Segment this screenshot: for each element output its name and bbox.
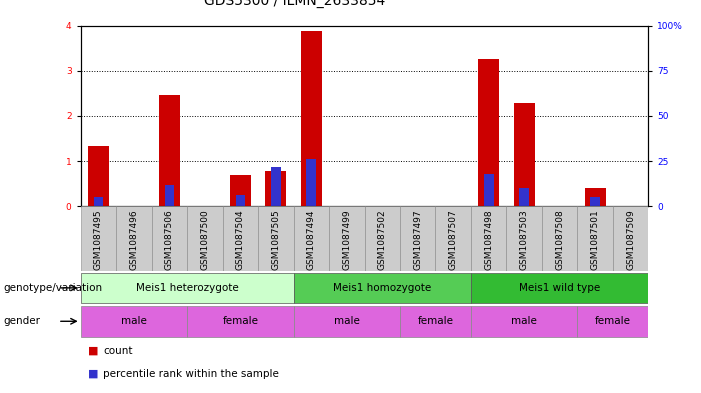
Text: GSM1087501: GSM1087501: [591, 209, 599, 270]
Text: percentile rank within the sample: percentile rank within the sample: [103, 369, 279, 379]
Text: GSM1087508: GSM1087508: [555, 209, 564, 270]
Text: GSM1087496: GSM1087496: [130, 209, 138, 270]
Text: male: male: [511, 316, 537, 326]
Text: Meis1 homozygote: Meis1 homozygote: [333, 283, 431, 293]
Text: count: count: [103, 346, 132, 356]
Text: GSM1087499: GSM1087499: [342, 209, 351, 270]
Bar: [294, 206, 329, 271]
Bar: [81, 272, 294, 303]
Bar: [88, 146, 109, 206]
Bar: [81, 206, 116, 271]
Bar: [519, 188, 529, 206]
Bar: [271, 167, 280, 206]
Text: male: male: [121, 316, 147, 326]
Bar: [81, 306, 187, 337]
Bar: [158, 95, 180, 206]
Text: Meis1 wild type: Meis1 wild type: [519, 283, 600, 293]
Bar: [187, 306, 294, 337]
Text: female: female: [222, 316, 258, 326]
Bar: [258, 206, 294, 271]
Text: GSM1087509: GSM1087509: [626, 209, 635, 270]
Text: GSM1087494: GSM1087494: [307, 209, 315, 270]
Bar: [613, 206, 648, 271]
Text: GSM1087506: GSM1087506: [165, 209, 174, 270]
Text: female: female: [595, 316, 631, 326]
Text: GSM1087498: GSM1087498: [484, 209, 494, 270]
Bar: [93, 197, 103, 206]
Bar: [478, 59, 499, 206]
Bar: [265, 171, 287, 206]
Bar: [400, 206, 435, 271]
Text: male: male: [334, 316, 360, 326]
Bar: [230, 174, 251, 206]
Text: Meis1 heterozygote: Meis1 heterozygote: [136, 283, 238, 293]
Bar: [306, 159, 316, 206]
Bar: [514, 103, 535, 206]
Bar: [506, 206, 542, 271]
Text: GSM1087502: GSM1087502: [378, 209, 387, 270]
Text: female: female: [418, 316, 454, 326]
Text: GSM1087504: GSM1087504: [236, 209, 245, 270]
Bar: [294, 306, 400, 337]
Bar: [236, 195, 245, 206]
Bar: [484, 174, 494, 206]
Bar: [301, 31, 322, 206]
Text: GSM1087507: GSM1087507: [449, 209, 458, 270]
Bar: [165, 185, 174, 206]
Text: GSM1087500: GSM1087500: [200, 209, 210, 270]
Bar: [223, 206, 258, 271]
Text: genotype/variation: genotype/variation: [4, 283, 102, 293]
Bar: [365, 206, 400, 271]
Bar: [542, 206, 578, 271]
Text: GSM1087505: GSM1087505: [271, 209, 280, 270]
Bar: [590, 197, 600, 206]
Text: GSM1087503: GSM1087503: [519, 209, 529, 270]
Bar: [471, 272, 648, 303]
Bar: [116, 206, 151, 271]
Text: ■: ■: [88, 346, 98, 356]
Text: ■: ■: [88, 369, 98, 379]
Bar: [471, 206, 507, 271]
Bar: [585, 188, 606, 206]
Bar: [578, 306, 648, 337]
Text: GDS5300 / ILMN_2633854: GDS5300 / ILMN_2633854: [204, 0, 385, 8]
Bar: [435, 206, 471, 271]
Bar: [400, 306, 471, 337]
Text: GSM1087497: GSM1087497: [414, 209, 422, 270]
Text: GSM1087495: GSM1087495: [94, 209, 103, 270]
Bar: [471, 306, 578, 337]
Bar: [329, 206, 365, 271]
Bar: [187, 206, 223, 271]
Bar: [294, 272, 471, 303]
Bar: [151, 206, 187, 271]
Bar: [578, 206, 613, 271]
Text: gender: gender: [4, 316, 41, 326]
